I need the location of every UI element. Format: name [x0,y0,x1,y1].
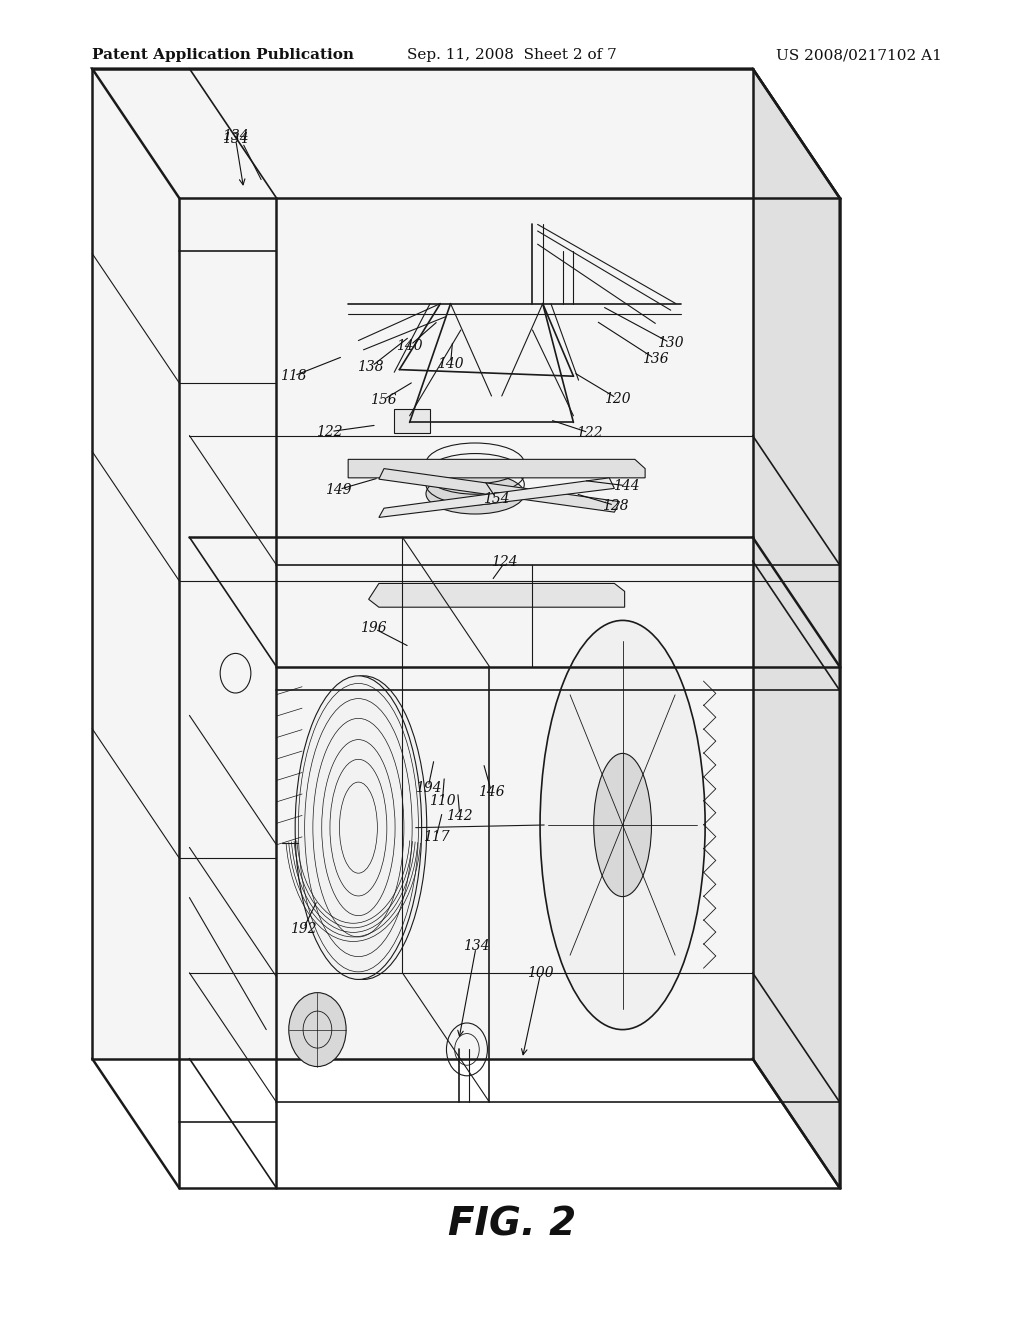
Text: 130: 130 [657,337,684,350]
Ellipse shape [540,620,706,1030]
Ellipse shape [300,676,427,979]
Text: 120: 120 [604,392,631,405]
Text: 118: 118 [280,370,306,383]
Text: 128: 128 [602,499,629,512]
Text: 196: 196 [360,622,387,635]
Text: 149: 149 [325,483,351,496]
Text: 134: 134 [222,129,249,143]
Ellipse shape [426,474,524,513]
Text: 146: 146 [478,785,505,799]
Polygon shape [394,409,430,433]
Polygon shape [753,69,840,1188]
Text: 134: 134 [463,940,489,953]
Text: Sep. 11, 2008  Sheet 2 of 7: Sep. 11, 2008 Sheet 2 of 7 [408,49,616,62]
Ellipse shape [295,676,422,979]
Text: 117: 117 [423,830,450,843]
Text: 122: 122 [316,425,343,438]
Text: FIG. 2: FIG. 2 [447,1206,577,1243]
Text: 142: 142 [446,809,473,822]
Text: 100: 100 [527,966,554,979]
Polygon shape [379,478,614,517]
Text: 140: 140 [437,358,464,371]
Polygon shape [379,469,620,512]
Text: 154: 154 [483,492,510,506]
Circle shape [289,993,346,1067]
Text: Patent Application Publication: Patent Application Publication [92,49,354,62]
Text: US 2008/0217102 A1: US 2008/0217102 A1 [776,49,942,62]
Text: 136: 136 [642,352,669,366]
Text: 156: 156 [370,393,396,407]
Polygon shape [92,69,840,198]
Polygon shape [369,583,625,607]
Text: 144: 144 [613,479,640,492]
Polygon shape [92,69,753,1059]
Text: 122: 122 [577,426,603,440]
Ellipse shape [594,754,651,896]
Text: 194: 194 [415,781,441,795]
Text: 134: 134 [222,132,249,145]
Polygon shape [348,459,645,478]
Text: 138: 138 [357,360,384,374]
Text: 192: 192 [290,923,316,936]
Text: 124: 124 [492,556,518,569]
Text: 140: 140 [396,339,423,352]
Text: 110: 110 [429,795,456,808]
